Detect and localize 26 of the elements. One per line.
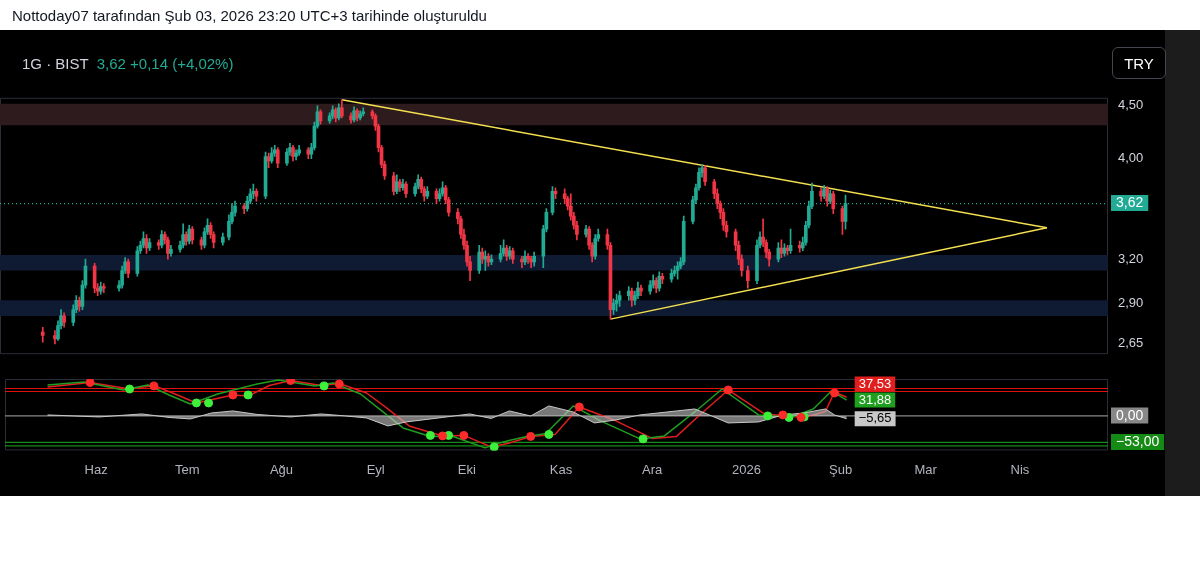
y-tick-label: 3,20	[1118, 250, 1144, 266]
y-tick-label: 2,90	[1118, 294, 1144, 310]
ref-line-label: 3,62	[1116, 194, 1144, 211]
ref-line-label: 0,00	[1116, 406, 1144, 423]
data-label: 31,88	[858, 391, 892, 407]
x-tick-label: 2026	[731, 461, 761, 477]
y-tick-label: 2,65	[1118, 335, 1144, 351]
x-tick-label: Eki	[457, 461, 476, 477]
x-tick-label: Ara	[642, 461, 664, 477]
y-tick-label: 4,50	[1118, 97, 1144, 113]
x-tick-label: Haz	[84, 461, 108, 477]
ref-line-label: −53,00	[1116, 433, 1160, 450]
x-tick-label: Eyl	[366, 461, 385, 477]
x-tick-label: Şub	[829, 461, 853, 477]
x-tick-label: Kas	[549, 461, 573, 477]
text: 3,62 +0,14 (+4,02%)	[96, 55, 234, 72]
chart-title: Nottoday07 tarafından Şub 03, 2026 23:20 UTC+3 tarihinde oluşturuldu	[12, 7, 487, 24]
x-tick-label: Tem	[175, 461, 200, 477]
data-label: −5,65	[858, 410, 892, 426]
y-tick-label: 4,00	[1118, 150, 1144, 166]
x-tick-label: Ağu	[269, 461, 294, 477]
x-tick-label: Nis	[1010, 461, 1030, 477]
chart-subtitle: 1G · BIST	[22, 55, 89, 72]
data-label: 37,53	[858, 375, 892, 391]
text: TRY	[1124, 54, 1154, 72]
x-tick-label: Mar	[914, 461, 938, 477]
